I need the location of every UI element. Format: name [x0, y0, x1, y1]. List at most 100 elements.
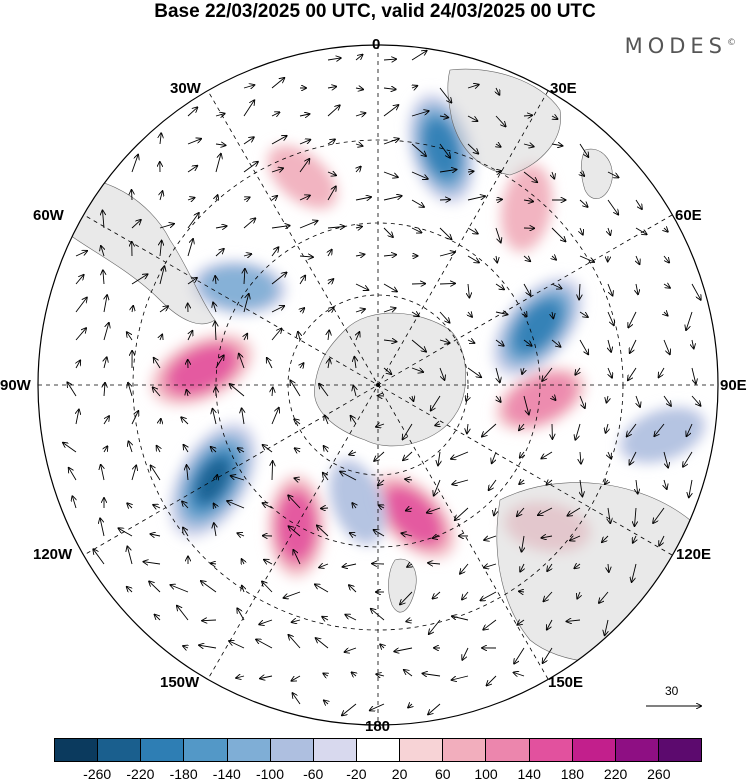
colorbar [54, 738, 702, 762]
wind-vector [607, 171, 619, 177]
wind-vector [602, 535, 609, 542]
wind-vector [215, 249, 224, 257]
wind-vector [636, 395, 640, 407]
wind-vector [131, 466, 136, 481]
wind-vector [607, 395, 609, 403]
wind-vector [354, 357, 356, 369]
wind-vector [271, 112, 279, 116]
wind-vector [244, 334, 247, 341]
wind-vector [227, 501, 245, 509]
colorbar-cell [183, 739, 227, 761]
wind-vector [467, 85, 479, 88]
colorbar-cell [97, 739, 141, 761]
wind-vector [462, 591, 469, 600]
wind-vector [323, 674, 328, 677]
antarctica-landmass [314, 312, 466, 447]
wind-vector [654, 423, 665, 436]
colorbar-cell [528, 739, 572, 761]
wind-vector [580, 451, 581, 464]
map-frame [37, 44, 719, 726]
wind-vector [482, 423, 497, 437]
wind-vector [403, 423, 413, 439]
wind-vector [242, 408, 244, 425]
wind-vector [374, 451, 385, 461]
wind-vector [355, 144, 363, 146]
wind-vector [187, 465, 189, 481]
wind-vector [211, 447, 216, 452]
colorbar-tick-label: 140 [517, 766, 541, 782]
wind-vector [75, 275, 84, 285]
wind-vector [580, 172, 584, 176]
wind-vector [183, 646, 188, 648]
wind-vector [371, 609, 385, 621]
wind-vector [355, 197, 371, 200]
wind-vector [519, 591, 524, 592]
wind-vector [400, 591, 413, 604]
anomaly-contour [385, 488, 442, 545]
wind-vector [636, 255, 640, 264]
wind-vector [462, 647, 469, 660]
wind-vector [608, 507, 610, 523]
colorbar-tick-label: -260 [83, 766, 112, 782]
wind-vector [355, 283, 368, 290]
lon-label-90w: 90W [0, 377, 31, 394]
wind-vector [579, 283, 580, 299]
wind-vector [579, 395, 585, 408]
wind-vector [542, 367, 553, 381]
wind-vector [439, 283, 455, 284]
lon-label-30e: 30E [550, 80, 577, 97]
wind-vector [383, 196, 402, 201]
wind-vector [689, 479, 692, 497]
wind-vector [551, 283, 562, 289]
wind-vector [127, 587, 132, 592]
wind-vector [264, 560, 273, 564]
wind-vector [495, 367, 500, 382]
wind-vector [214, 523, 216, 537]
wind-vector [468, 312, 472, 317]
wind-vector [293, 550, 301, 565]
wind-vector [239, 354, 245, 369]
wind-vector [213, 303, 216, 313]
wind-vector [345, 647, 357, 652]
wind-vector [183, 528, 189, 537]
colorbar-cell [657, 739, 702, 761]
wind-vector [379, 505, 384, 508]
wind-vector [663, 339, 670, 354]
wind-vector [428, 703, 441, 714]
wind-vector [383, 340, 396, 342]
wind-vector [633, 535, 636, 543]
wind-vector [356, 167, 361, 172]
wind-vector [271, 136, 287, 145]
wind-vector [100, 518, 105, 537]
wind-vector [495, 199, 502, 200]
wind-vector [132, 190, 133, 201]
wind-vector [323, 473, 329, 481]
anomaly-contour [505, 374, 576, 425]
wind-vector [155, 615, 161, 620]
wind-vector [439, 311, 450, 323]
wind-vector [243, 254, 251, 256]
wind-vector [607, 283, 613, 296]
wind-vector [579, 311, 588, 317]
wind-vector [636, 479, 638, 494]
wind-vector [199, 645, 217, 648]
wind-vector [350, 533, 357, 536]
wind-vector [149, 581, 161, 593]
wind-vector [483, 619, 497, 630]
wind-vector [552, 311, 553, 318]
wind-vector [215, 154, 221, 173]
wind-vector [383, 367, 391, 374]
wind-vector [131, 274, 148, 285]
wind-vector [575, 423, 581, 440]
wind-vector [355, 254, 364, 256]
wind-vector [159, 224, 174, 229]
wind-vector [568, 507, 581, 516]
wind-vector [352, 503, 356, 508]
wind-vector [299, 276, 305, 285]
wind-vector [187, 198, 195, 200]
wind-vector [411, 368, 423, 372]
wind-vector [663, 451, 668, 468]
wind-vector [129, 441, 133, 453]
lon-label-90e: 90E [720, 377, 747, 394]
wind-vector [153, 505, 161, 508]
